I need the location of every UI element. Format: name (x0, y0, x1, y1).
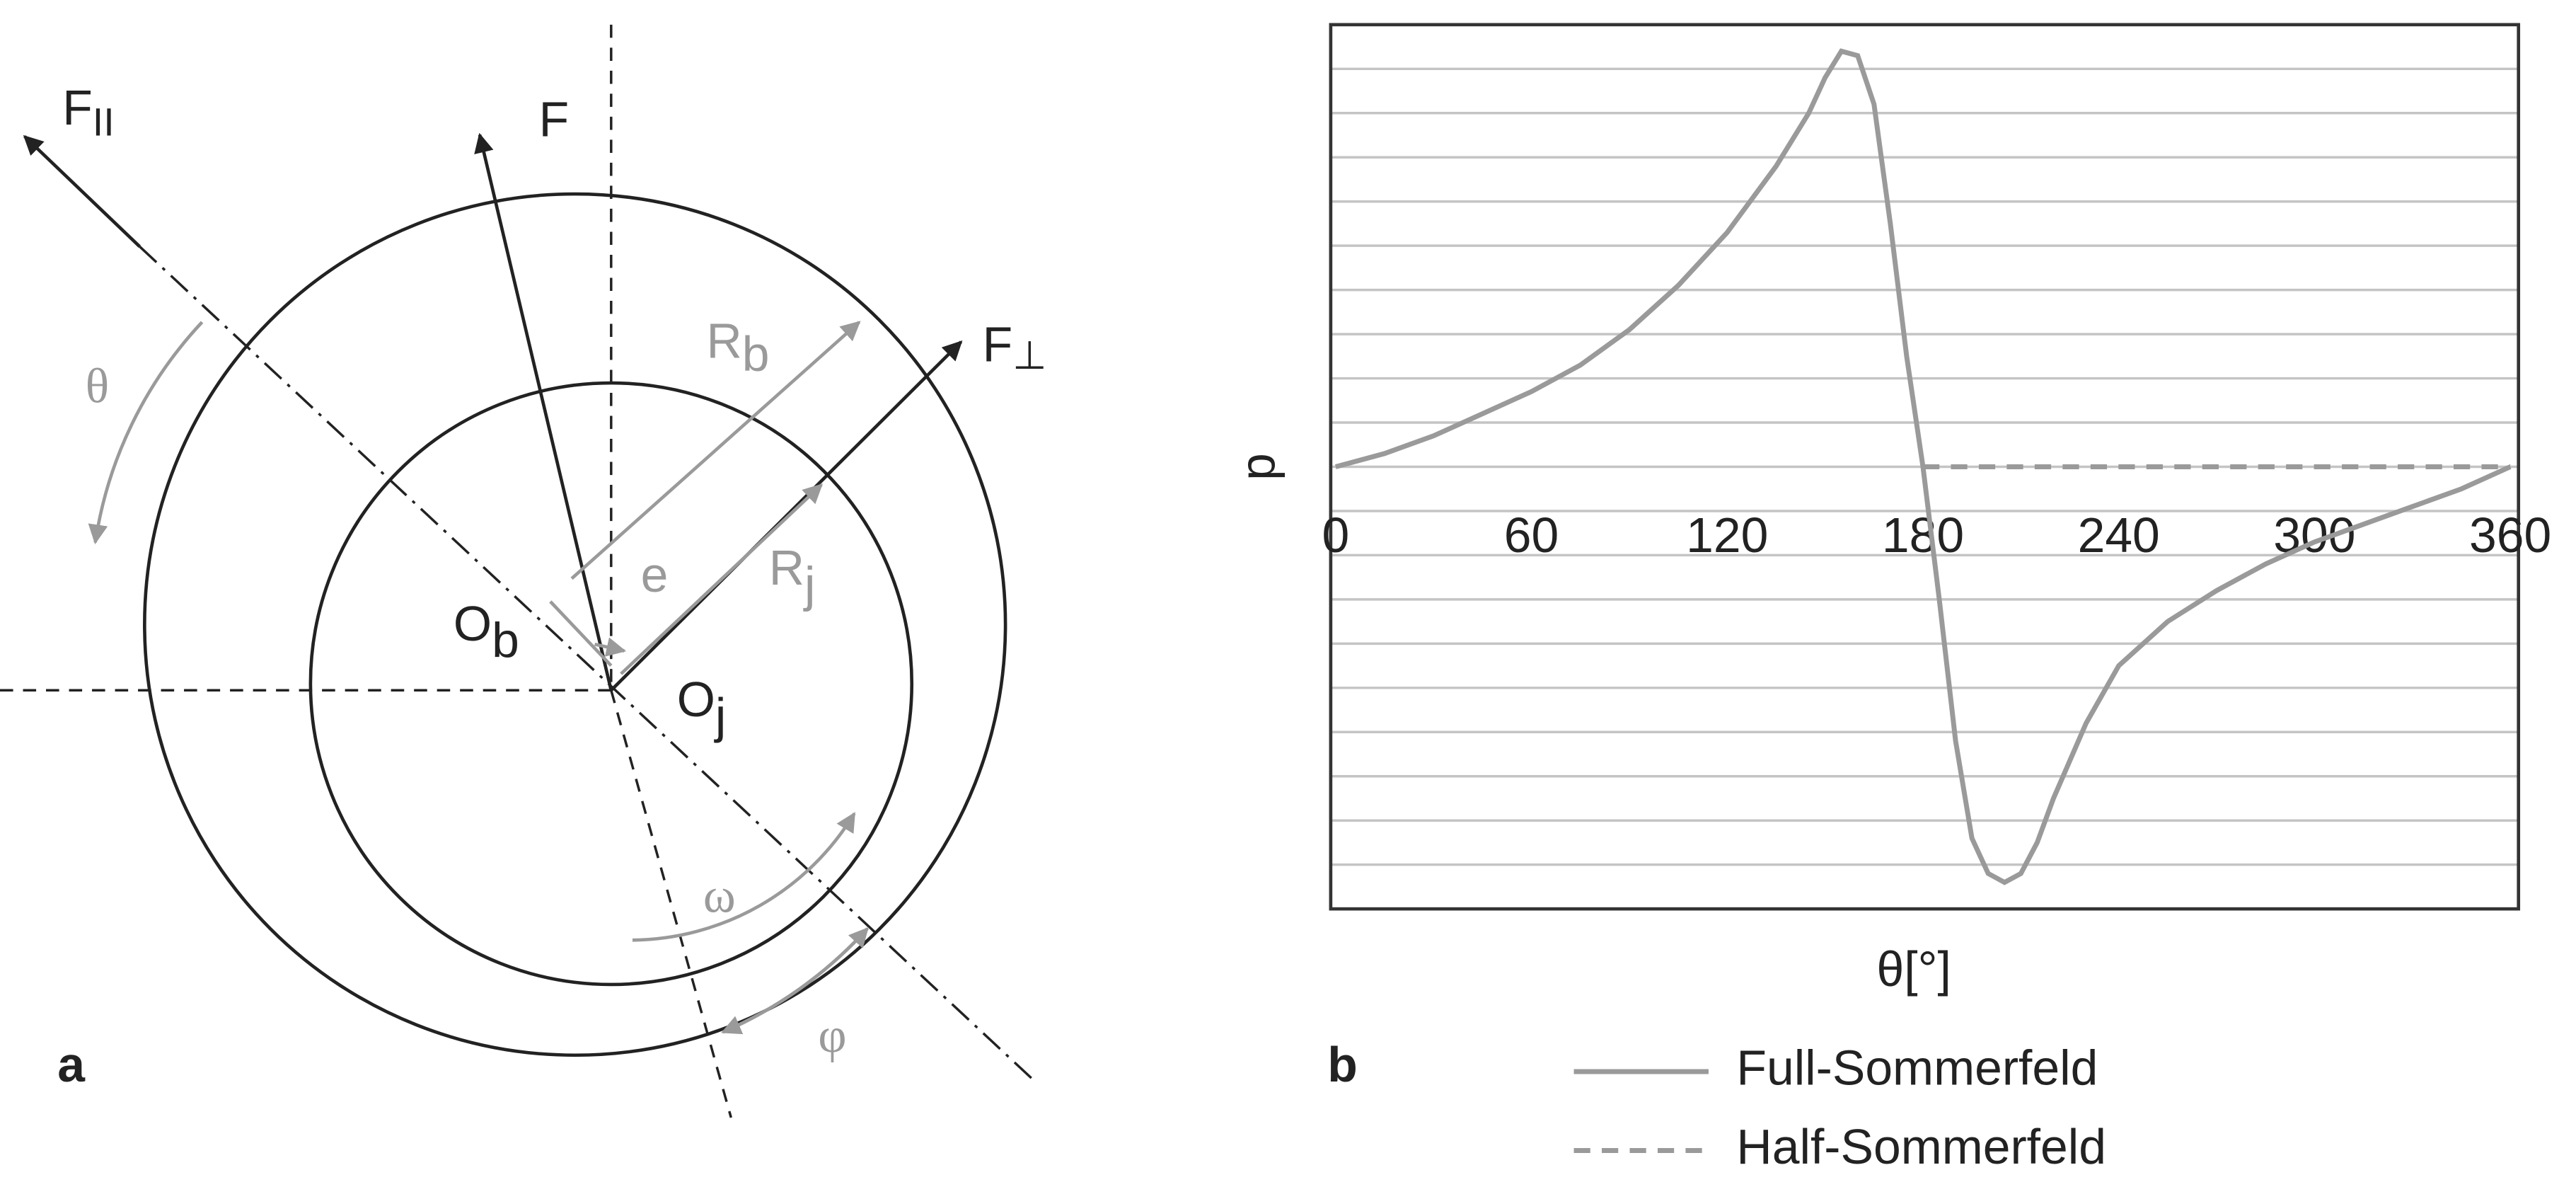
label-main: O (454, 596, 492, 651)
label: θ (86, 360, 109, 414)
label: Ob (454, 596, 519, 667)
x-tick-label: 180 (1882, 507, 1964, 563)
force-arrow (474, 132, 613, 691)
label-sub: j (803, 557, 815, 612)
label: φ (818, 1009, 846, 1063)
chart: 0 60 120 180 240 300 360θ[°]pFull-SommerfeldHa… (1230, 23, 2551, 1174)
x-axis-label: θ[°] (1877, 941, 1951, 997)
x-tick-label: 120 (1686, 507, 1768, 563)
plot-frame (1329, 23, 2521, 911)
panel-label: a (57, 1037, 86, 1092)
legend-label: Full-Sommerfeld (1736, 1040, 2098, 1095)
label: FII (62, 80, 115, 144)
series-line (1334, 48, 2512, 885)
label: Rb (706, 314, 769, 382)
label-main: R (769, 541, 804, 596)
label: Rj (769, 541, 816, 612)
phi-arc (721, 927, 869, 1035)
label-sub: b (742, 327, 770, 382)
load-line (610, 689, 732, 1118)
radius-line (570, 321, 861, 580)
label: F (539, 92, 570, 147)
y-axis-label: p (1230, 453, 1286, 481)
label-main: F (62, 80, 93, 135)
x-tick-label: 0 (1322, 507, 1349, 563)
label-main: O (677, 672, 715, 727)
eccentricity-line (549, 600, 613, 667)
label: Oj (677, 672, 727, 743)
theta-arc (88, 321, 204, 545)
label: F⊥ (983, 317, 1047, 377)
panel-a (0, 24, 1036, 1118)
label-sub: b (492, 613, 519, 668)
x-tick-label: 60 (1504, 507, 1559, 563)
center-line (139, 246, 1036, 1083)
label: ω (703, 869, 736, 924)
panel-label: b (1327, 1037, 1358, 1092)
panel-a-labels: FII F θ Rb F⊥ e Rj Ob Oj ω φ a b (57, 80, 1358, 1091)
label-sub: II (93, 100, 115, 144)
legend-label: Half-Sommerfeld (1736, 1119, 2106, 1174)
eccentricity-arrow (594, 637, 627, 657)
x-tick-label: 240 (2078, 507, 2160, 563)
label-sub: ⊥ (1012, 333, 1047, 377)
radius-line (620, 483, 824, 675)
force-arrow (23, 134, 141, 248)
label-main: F (983, 317, 1013, 372)
bearing-circle (143, 192, 1007, 1057)
label-main: R (706, 314, 741, 369)
label: e (641, 547, 669, 602)
omega-arc (632, 812, 856, 942)
x-tick-label: 360 (2469, 507, 2551, 563)
label-sub: j (714, 688, 726, 743)
